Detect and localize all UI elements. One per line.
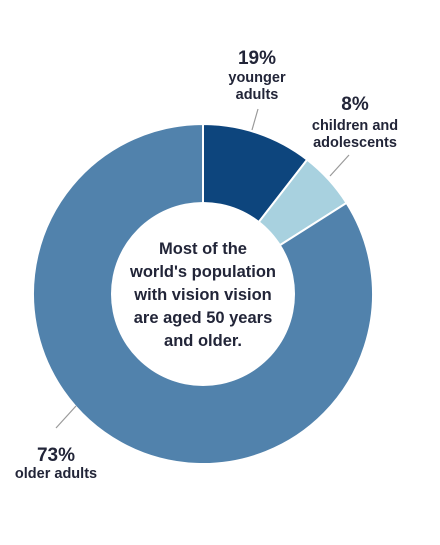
center-text-line: are aged 50 years — [134, 309, 273, 327]
slice-2 — [32, 122, 374, 465]
slice-percent-0: 19% — [238, 48, 276, 69]
slice-label-1: children and adolescents — [312, 118, 398, 151]
slice-label-0: younger adults — [228, 70, 286, 103]
leader-lines-group — [55, 108, 350, 429]
slice-label-line: younger — [228, 70, 286, 86]
slice-label-line: older adults — [15, 466, 97, 482]
leader-line-2 — [55, 405, 77, 429]
slice-percent-1: 8% — [341, 94, 369, 115]
slice-label-line: children and — [312, 118, 398, 134]
slice-label-line: adolescents — [313, 135, 397, 151]
center-text-line: and older. — [164, 332, 242, 350]
leader-line-0 — [251, 108, 259, 131]
slice-labels-group: 19%younger adults 8% children and adolescent… — [15, 48, 398, 482]
donut-hole — [111, 202, 295, 386]
center-text-line: Most of the — [159, 240, 247, 258]
slice-label-2: older adults — [15, 466, 97, 482]
slice-label-line: adults — [236, 87, 279, 103]
slice-percent-2: 73% — [37, 445, 75, 466]
center-text-line: world's population — [129, 263, 276, 281]
center-annotation: Most of the world's population with vision… — [129, 240, 276, 350]
center-text-line: with vision vision — [133, 286, 272, 304]
leader-line-1 — [329, 154, 350, 177]
